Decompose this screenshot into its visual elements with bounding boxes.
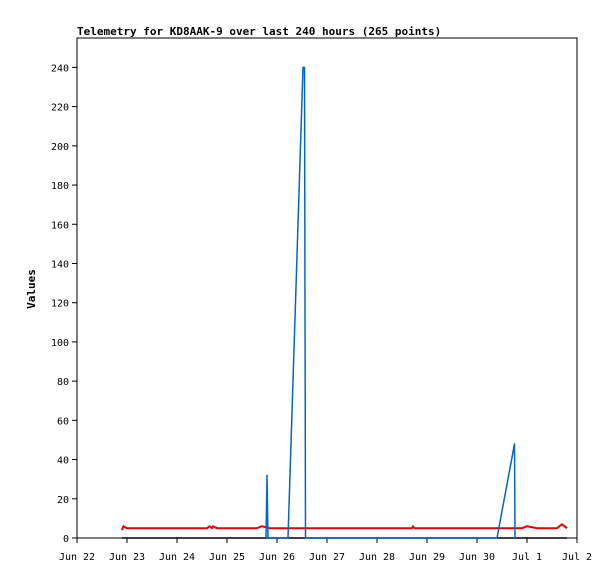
y-tick-label: 160 <box>51 220 69 231</box>
series-line-1 <box>121 523 568 531</box>
x-axis: Jun 22 Jun 23 Jun 24 Jun 25 Jun 26 Jun 27 Jun … <box>59 538 592 563</box>
y-axis-label: Values <box>25 269 38 309</box>
y-tick-label: 40 <box>57 456 69 467</box>
y-tick-label: 120 <box>51 299 69 310</box>
x-tick-label: Jun 25 <box>209 552 245 563</box>
y-tick-label: 140 <box>51 259 69 270</box>
y-axis: 0 20 40 60 80 100 120 140 160 180 200 220 240 <box>51 63 77 545</box>
chart-title: Telemetry for KD8AAK-9 over last 240 hou… <box>77 25 441 38</box>
y-tick-label: 220 <box>51 103 69 114</box>
x-tick-label: Jun 30 <box>459 552 495 563</box>
x-tick-label: Jun 22 <box>59 552 95 563</box>
series-line-2 <box>265 66 516 539</box>
x-tick-label: Jun 26 <box>259 552 295 563</box>
y-tick-label: 100 <box>51 338 69 349</box>
y-tick-label: 20 <box>57 495 69 506</box>
x-tick-label: Jun 23 <box>109 552 145 563</box>
y-tick-label: 180 <box>51 181 69 192</box>
plot-area <box>76 37 578 539</box>
x-tick-label: Jul 2 <box>562 552 592 563</box>
y-tick-label: 240 <box>51 63 69 74</box>
x-tick-label: Jun 27 <box>309 552 345 563</box>
x-tick-label: Jun 29 <box>409 552 445 563</box>
x-tick-label: Jun 28 <box>359 552 395 563</box>
series-layer <box>121 66 568 539</box>
y-tick-label: 200 <box>51 142 69 153</box>
y-tick-label: 0 <box>63 534 69 545</box>
y-tick-label: 80 <box>57 377 69 388</box>
x-tick-label: Jul 1 <box>512 552 542 563</box>
y-tick-label: 60 <box>57 416 69 427</box>
x-tick-label: Jun 24 <box>159 552 195 563</box>
